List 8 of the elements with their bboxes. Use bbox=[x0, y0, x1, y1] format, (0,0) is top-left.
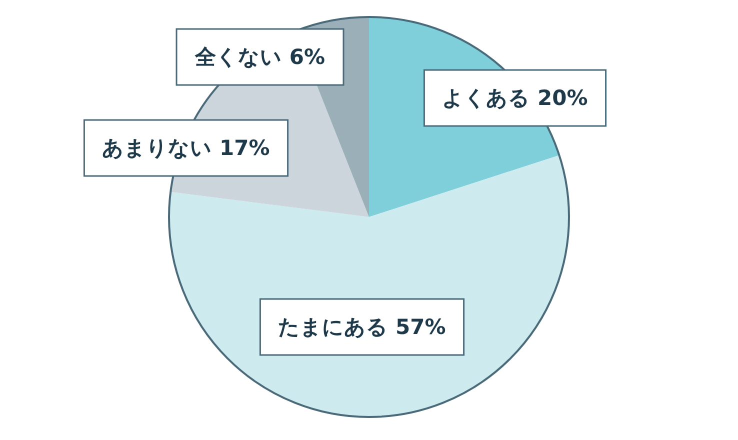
slice-label: あまりない bbox=[102, 136, 212, 160]
slice-label: よくある bbox=[442, 86, 530, 110]
data-label: 17% bbox=[220, 136, 270, 160]
slice-label: たまにある bbox=[278, 315, 388, 339]
data-label: 6% bbox=[289, 45, 325, 69]
data-label: 57% bbox=[396, 315, 446, 339]
slice-label: 全くない bbox=[195, 45, 282, 69]
data-label: 20% bbox=[538, 86, 588, 110]
